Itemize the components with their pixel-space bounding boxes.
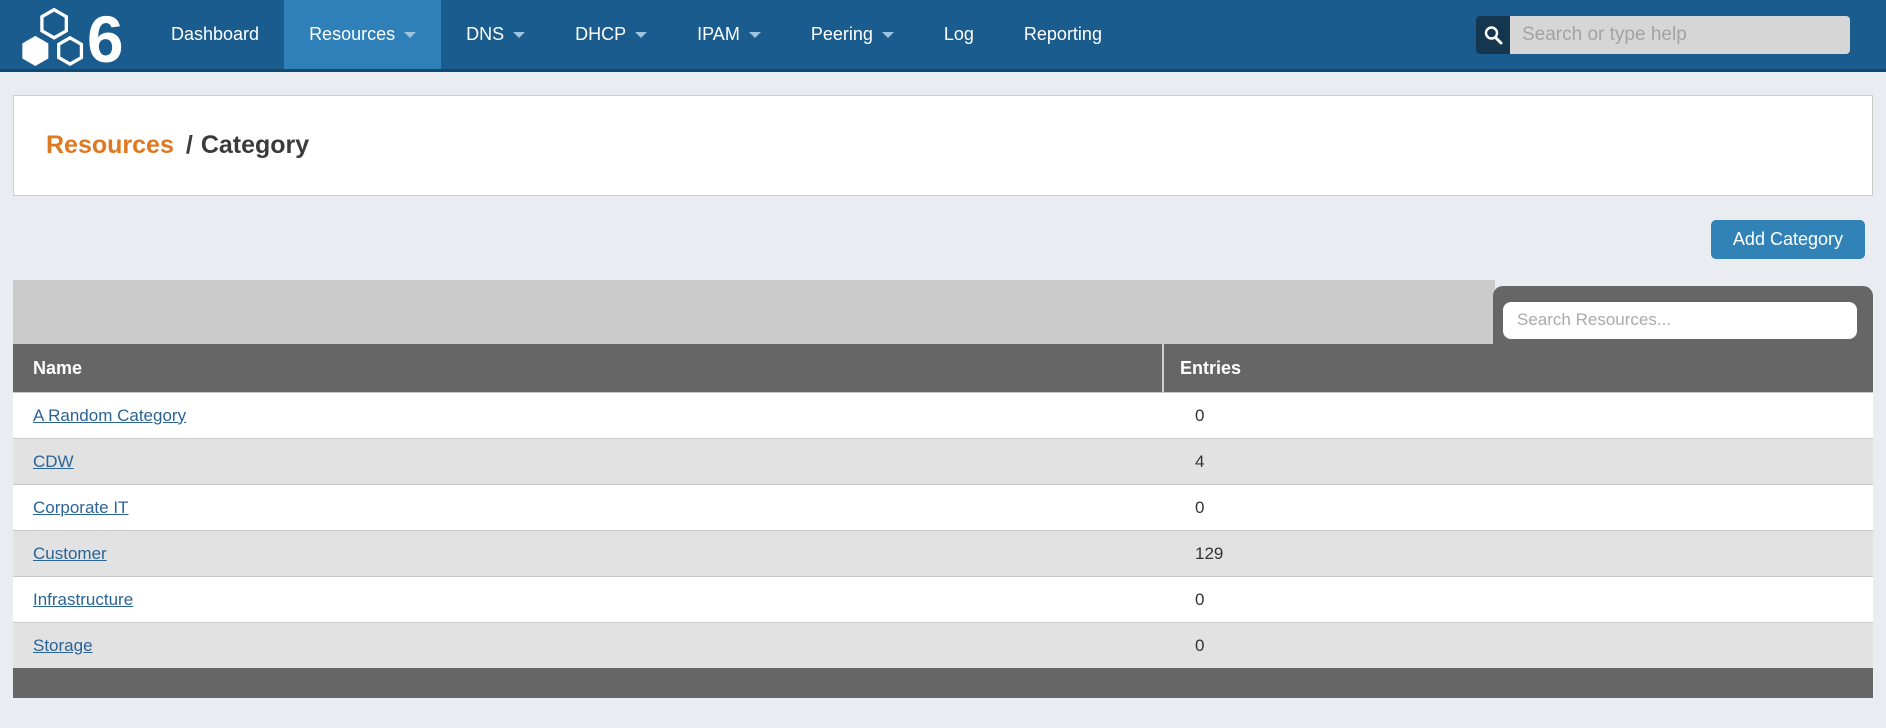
category-name-cell: A Random Category: [13, 406, 1162, 426]
category-link[interactable]: Storage: [33, 635, 93, 655]
breadcrumb-resources-link[interactable]: Resources: [46, 131, 174, 159]
nav-item-dhcp[interactable]: DHCP: [550, 0, 672, 69]
nav-item-dashboard[interactable]: Dashboard: [146, 0, 284, 69]
actions-row: Add Category: [13, 220, 1873, 259]
add-category-button[interactable]: Add Category: [1710, 220, 1865, 259]
category-link[interactable]: A Random Category: [33, 405, 187, 425]
table-toolbar-strip: [13, 280, 1495, 344]
category-link[interactable]: Customer: [33, 543, 107, 563]
entries-value: 129: [1195, 543, 1224, 563]
entries-value: 0: [1195, 405, 1205, 425]
column-header-name: Name: [33, 357, 83, 378]
chevron-down-icon: [881, 31, 894, 38]
main-menu: Dashboard Resources DNS DHCP IPAM Peerin…: [146, 0, 1127, 69]
table-row: Customer 129: [13, 530, 1873, 576]
nav-item-log[interactable]: Log: [919, 0, 999, 69]
global-search: [1476, 15, 1850, 54]
table-row: CDW 4: [13, 438, 1873, 484]
nav-item-reporting[interactable]: Reporting: [999, 0, 1127, 69]
nav-label: Reporting: [1023, 24, 1102, 44]
6connect-hexagon-logo-icon: 6: [22, 3, 124, 68]
app-logo[interactable]: 6: [0, 0, 146, 69]
category-link[interactable]: Infrastructure: [33, 589, 134, 609]
nav-label: Dashboard: [171, 24, 260, 44]
svg-text:6: 6: [87, 3, 124, 68]
breadcrumb-separator: /: [185, 131, 193, 159]
table-footer-bar: [13, 668, 1873, 698]
category-table: Name Entries A Random Category 0 CDW 4: [13, 280, 1873, 698]
chevron-down-icon: [635, 31, 648, 38]
category-name-cell: Corporate IT: [13, 498, 1162, 518]
resources-search-input[interactable]: [1503, 301, 1857, 339]
search-icon: [1484, 25, 1503, 44]
table-toolbar: [13, 280, 1873, 344]
entries-value: 0: [1195, 497, 1205, 517]
category-link[interactable]: CDW: [33, 451, 74, 471]
chevron-down-icon: [513, 31, 526, 38]
category-name-cell: Customer: [13, 544, 1162, 564]
table-row: Infrastructure 0: [13, 576, 1873, 622]
table-row: Storage 0: [13, 622, 1873, 668]
search-icon-button[interactable]: [1476, 15, 1510, 54]
table-row: Corporate IT 0: [13, 484, 1873, 530]
global-search-input[interactable]: [1510, 15, 1850, 54]
nav-label: Log: [943, 24, 974, 44]
breadcrumb: Resources / Category: [13, 95, 1873, 196]
category-link[interactable]: Corporate IT: [33, 497, 129, 517]
table-body: A Random Category 0 CDW 4 Corporate IT 0: [13, 392, 1873, 668]
column-header-entries: Entries: [1162, 344, 1873, 392]
table-header-row: Name Entries: [13, 344, 1873, 392]
entries-value: 0: [1195, 635, 1205, 655]
nav-label: Resources: [309, 24, 396, 44]
nav-label: Peering: [810, 24, 873, 44]
page-title: Category: [200, 131, 310, 159]
nav-label: DHCP: [575, 24, 627, 44]
entries-value: 0: [1195, 589, 1205, 609]
top-navbar: 6 Dashboard Resources DNS DHCP IPAM Peer…: [0, 0, 1886, 72]
nav-label: DNS: [466, 24, 505, 44]
chevron-down-icon: [404, 31, 417, 38]
nav-item-peering[interactable]: Peering: [786, 0, 919, 69]
category-name-cell: Infrastructure: [13, 590, 1162, 610]
nav-item-ipam[interactable]: IPAM: [672, 0, 786, 69]
table-search-tab: [1493, 286, 1873, 344]
table-row: A Random Category 0: [13, 392, 1873, 438]
chevron-down-icon: [748, 31, 761, 38]
nav-item-resources[interactable]: Resources: [284, 0, 442, 69]
category-name-cell: Storage: [13, 636, 1162, 656]
page-content: Resources / Category Add Category Name E…: [0, 95, 1886, 698]
nav-label: IPAM: [697, 24, 740, 44]
category-name-cell: CDW: [13, 452, 1162, 472]
nav-item-dns[interactable]: DNS: [441, 0, 550, 69]
entries-value: 4: [1195, 451, 1205, 471]
